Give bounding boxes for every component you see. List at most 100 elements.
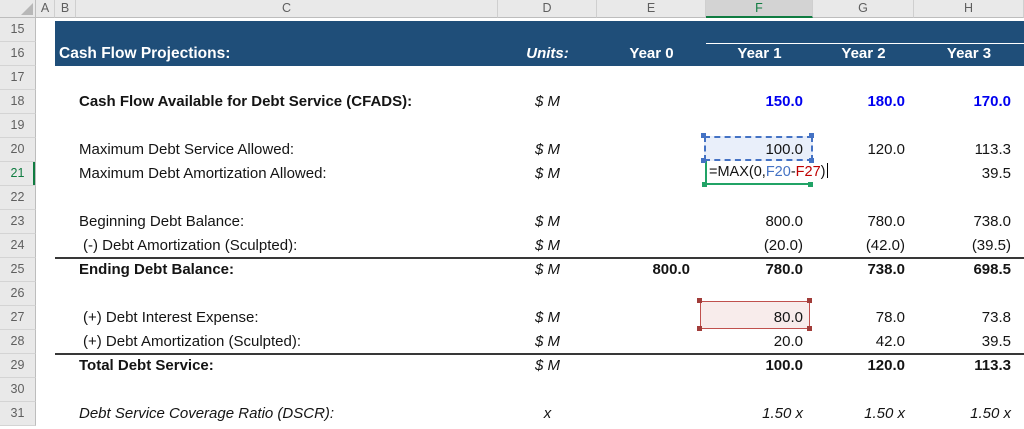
row-header-20[interactable]: 20 bbox=[0, 138, 36, 162]
value-cell-h21[interactable]: 39.5 bbox=[981, 165, 1011, 182]
row-label-28[interactable]: (+) Debt Amortization (Sculpted): bbox=[83, 333, 302, 350]
row-header-17[interactable]: 17 bbox=[0, 66, 36, 90]
value-cell-f25[interactable]: 780.0 bbox=[765, 261, 803, 278]
row-header-19[interactable]: 19 bbox=[0, 114, 36, 138]
value-cell-f29[interactable]: 100.0 bbox=[765, 357, 803, 374]
row-label-24[interactable]: (-) Debt Amortization (Sculpted): bbox=[83, 237, 298, 254]
selection-handle-2 bbox=[701, 158, 706, 163]
value-cell-f31[interactable]: 1.50 x bbox=[762, 405, 803, 422]
row-header-25[interactable]: 25 bbox=[0, 258, 36, 282]
units-cell-23[interactable]: $ M bbox=[534, 213, 560, 230]
active-row-indicator bbox=[32, 162, 35, 185]
formula-suffix: ) bbox=[820, 164, 826, 180]
selection-handle-0 bbox=[697, 298, 702, 303]
value-cell-g18[interactable]: 180.0 bbox=[867, 93, 905, 110]
value-cell-h18[interactable]: 170.0 bbox=[973, 93, 1011, 110]
year-header-3: Year 3 bbox=[946, 45, 992, 62]
row-header-23[interactable]: 23 bbox=[0, 210, 36, 234]
formula-operator: - bbox=[790, 164, 796, 180]
row-label-21[interactable]: Maximum Debt Amortization Allowed: bbox=[79, 165, 327, 182]
value-cell-g27[interactable]: 78.0 bbox=[875, 309, 905, 326]
year-header-0: Year 0 bbox=[629, 45, 674, 62]
row-header-26[interactable]: 26 bbox=[0, 282, 36, 306]
units-column-header: Units: bbox=[526, 45, 569, 62]
value-cell-g24[interactable]: (42.0) bbox=[865, 237, 905, 254]
value-cell-h27[interactable]: 73.8 bbox=[981, 309, 1011, 326]
red-reference-box-f27[interactable] bbox=[700, 301, 810, 329]
row-label-29[interactable]: Total Debt Service: bbox=[79, 357, 214, 374]
year-header-2: Year 2 bbox=[841, 45, 886, 62]
blue-reference-box-f20[interactable] bbox=[704, 136, 813, 161]
value-cell-f23[interactable]: 800.0 bbox=[765, 213, 803, 230]
selection-handle-0 bbox=[701, 133, 706, 138]
units-cell-29[interactable]: $ M bbox=[534, 357, 560, 374]
column-header-c[interactable]: C bbox=[76, 0, 498, 18]
row-header-30[interactable]: 30 bbox=[0, 378, 36, 402]
value-cell-h24[interactable]: (39.5) bbox=[971, 237, 1011, 254]
row-label-27[interactable]: (+) Debt Interest Expense: bbox=[83, 309, 259, 326]
row-header-31[interactable]: 31 bbox=[0, 402, 36, 426]
value-cell-f27[interactable]: 80.0 bbox=[773, 309, 803, 326]
selection-handle-3 bbox=[807, 326, 812, 331]
row-header-18[interactable]: 18 bbox=[0, 90, 36, 114]
units-cell-20[interactable]: $ M bbox=[534, 141, 560, 158]
value-cell-g20[interactable]: 120.0 bbox=[867, 141, 905, 158]
row-header-28[interactable]: 28 bbox=[0, 330, 36, 354]
value-cell-g23[interactable]: 780.0 bbox=[867, 213, 905, 230]
value-cell-h28[interactable]: 39.5 bbox=[981, 333, 1011, 350]
formula-prefix: =MAX(0, bbox=[709, 164, 766, 180]
column-header-d[interactable]: D bbox=[498, 0, 597, 18]
formula-ref-f27: F27 bbox=[795, 164, 821, 180]
column-header-h[interactable]: H bbox=[914, 0, 1024, 18]
row-label-31[interactable]: Debt Service Coverage Ratio (DSCR): bbox=[79, 405, 335, 422]
row-header-22[interactable]: 22 bbox=[0, 186, 36, 210]
units-cell-21[interactable]: $ M bbox=[534, 165, 560, 182]
row-header-29[interactable]: 29 bbox=[0, 354, 36, 378]
column-header-a[interactable]: A bbox=[36, 0, 55, 18]
units-cell-24[interactable]: $ M bbox=[534, 237, 560, 254]
value-cell-f28[interactable]: 20.0 bbox=[773, 333, 803, 350]
row-header-21[interactable]: 21 bbox=[0, 162, 36, 186]
units-cell-31[interactable]: x bbox=[543, 405, 552, 422]
selection-handle-0 bbox=[702, 182, 707, 187]
selection-handle-2 bbox=[697, 326, 702, 331]
column-header-f[interactable]: F bbox=[706, 0, 813, 18]
row-header-27[interactable]: 27 bbox=[0, 306, 36, 330]
formula-edit-cell[interactable]: =MAX(0,F20-F27) bbox=[705, 161, 828, 185]
selection-handle-3 bbox=[809, 158, 814, 163]
value-cell-h25[interactable]: 698.5 bbox=[973, 261, 1011, 278]
row-label-20[interactable]: Maximum Debt Service Allowed: bbox=[79, 141, 295, 158]
row-header-15[interactable]: 15 bbox=[0, 18, 36, 42]
select-all-triangle-icon bbox=[21, 3, 33, 15]
text-cursor bbox=[826, 163, 828, 178]
select-all-corner[interactable] bbox=[0, 0, 36, 18]
value-cell-g25[interactable]: 738.0 bbox=[867, 261, 905, 278]
value-cell-f18[interactable]: 150.0 bbox=[765, 93, 803, 110]
units-cell-25[interactable]: $ M bbox=[534, 261, 560, 278]
year-header-1: Year 1 bbox=[737, 45, 782, 62]
value-cell-f24[interactable]: (20.0) bbox=[763, 237, 803, 254]
value-cell-h20[interactable]: 113.3 bbox=[974, 141, 1011, 158]
value-cell-g28[interactable]: 42.0 bbox=[875, 333, 905, 350]
value-cell-h29[interactable]: 113.3 bbox=[974, 357, 1011, 374]
value-cell-h23[interactable]: 738.0 bbox=[973, 213, 1011, 230]
row-label-23[interactable]: Beginning Debt Balance: bbox=[79, 213, 245, 230]
units-cell-18[interactable]: $ M bbox=[534, 93, 560, 110]
selection-handle-1 bbox=[808, 182, 813, 187]
column-header-g[interactable]: G bbox=[813, 0, 914, 18]
value-cell-f20[interactable]: 100.0 bbox=[765, 141, 803, 158]
row-header-24[interactable]: 24 bbox=[0, 234, 36, 258]
row-header-16[interactable]: 16 bbox=[0, 42, 36, 66]
row-label-25[interactable]: Ending Debt Balance: bbox=[79, 261, 235, 278]
column-header-b[interactable]: B bbox=[55, 0, 76, 18]
value-cell-e25[interactable]: 800.0 bbox=[652, 261, 690, 278]
units-cell-28[interactable]: $ M bbox=[534, 333, 560, 350]
row-label-18[interactable]: Cash Flow Available for Debt Service (CF… bbox=[79, 93, 413, 110]
value-cell-g31[interactable]: 1.50 x bbox=[864, 405, 905, 422]
value-cell-h31[interactable]: 1.50 x bbox=[970, 405, 1011, 422]
year-header-underline bbox=[706, 42, 1024, 44]
value-cell-g29[interactable]: 120.0 bbox=[867, 357, 905, 374]
units-cell-27[interactable]: $ M bbox=[534, 309, 560, 326]
column-header-e[interactable]: E bbox=[597, 0, 706, 18]
